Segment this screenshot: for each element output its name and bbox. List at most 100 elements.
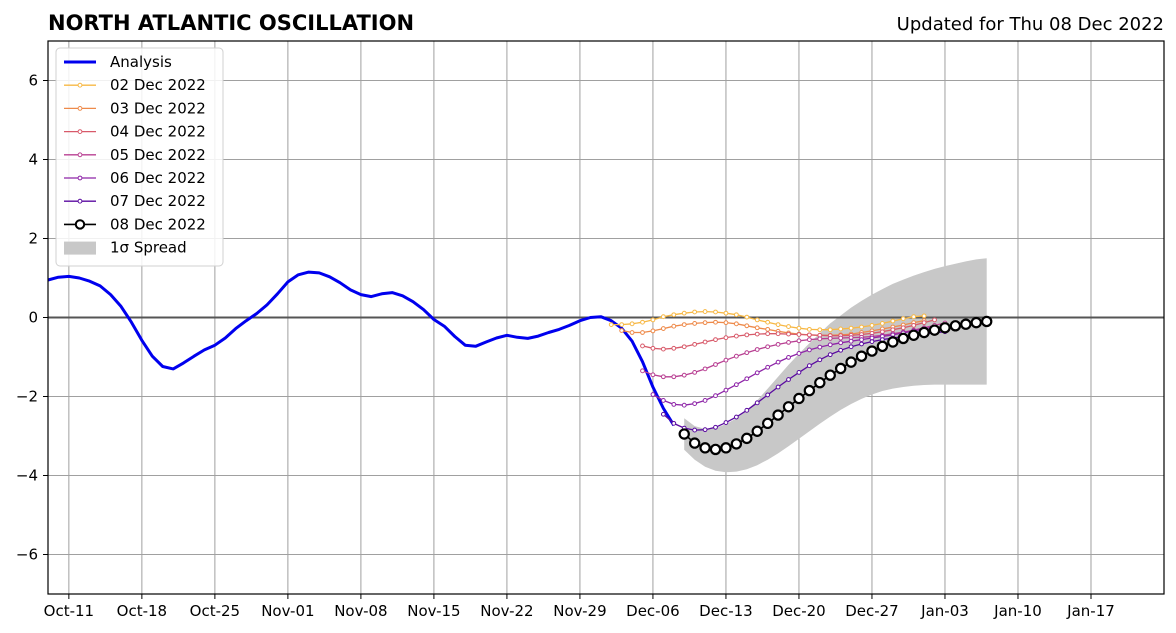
forecast-point xyxy=(744,332,750,338)
forecast-point xyxy=(650,372,656,378)
forecast-point xyxy=(681,310,687,316)
forecast-point-large xyxy=(949,320,962,332)
forecast-point xyxy=(765,392,771,398)
forecast-point-large xyxy=(960,318,972,330)
forecast-point xyxy=(890,318,896,324)
forecast-point xyxy=(765,331,771,337)
forecast-point xyxy=(806,326,812,332)
forecast-point xyxy=(744,350,750,356)
forecast-point-large xyxy=(928,324,941,336)
legend-item: 06 Dec 2022 xyxy=(64,169,206,187)
legend-item: 02 Dec 2022 xyxy=(64,76,206,94)
legend-item: 05 Dec 2022 xyxy=(64,146,206,164)
x-tick-label: Oct-11 xyxy=(44,602,94,620)
forecast-point-large xyxy=(980,315,993,328)
forecast-point xyxy=(786,331,791,337)
forecast-point xyxy=(817,336,823,342)
forecast-point xyxy=(733,333,739,339)
legend-item: 04 Dec 2022 xyxy=(64,123,206,141)
forecast-point-large xyxy=(876,340,889,353)
forecast-point-large xyxy=(803,384,816,397)
legend-label: 06 Dec 2022 xyxy=(110,169,206,187)
forecast-point xyxy=(890,327,896,333)
forecast-point xyxy=(713,362,718,367)
forecast-point xyxy=(640,368,645,374)
chart-subtitle: Updated for Thu 08 Dec 2022 xyxy=(897,14,1164,35)
series-analysis xyxy=(47,270,676,427)
forecast-point xyxy=(650,345,656,351)
forecast-point xyxy=(671,312,677,318)
forecast-point xyxy=(806,332,812,338)
y-tick-label: −2 xyxy=(16,388,38,406)
forecast-point-large xyxy=(772,409,784,421)
y-tick-label: −4 xyxy=(16,467,38,485)
forecast-point xyxy=(806,347,812,353)
x-tick-label: Nov-08 xyxy=(334,602,387,620)
forecast-point-large xyxy=(907,329,920,341)
x-tick-label: Dec-27 xyxy=(845,602,899,620)
forecast-point-large xyxy=(688,437,701,449)
forecast-point xyxy=(681,344,687,350)
forecast-point xyxy=(775,341,781,347)
plot-area: Oct-11 Oct-18 Oct-25 Nov-01 Nov-08 Nov-15 Nov-… xyxy=(16,40,1165,620)
forecast-point xyxy=(692,309,698,315)
forecast-point-large xyxy=(699,442,711,454)
legend-label: 1σ Spread xyxy=(110,239,187,257)
forecast-point xyxy=(650,328,656,334)
forecast-point xyxy=(869,339,875,344)
legend-label: 08 Dec 2022 xyxy=(110,215,206,233)
forecast-point xyxy=(796,338,802,344)
forecast-point xyxy=(713,309,718,315)
forecast-point xyxy=(660,326,666,331)
forecast-point xyxy=(702,309,708,314)
forecast-point xyxy=(786,377,791,382)
x-tick-label: Jan-03 xyxy=(920,602,969,620)
x-tick-label: Dec-20 xyxy=(772,602,826,620)
forecast-point xyxy=(838,347,844,353)
forecast-point xyxy=(608,322,614,328)
forecast-point xyxy=(660,411,666,417)
forecast-point-large xyxy=(824,369,836,381)
forecast-point xyxy=(723,320,729,326)
chart-title: NORTH ATLANTIC OSCILLATION xyxy=(48,11,414,35)
legend-label: Analysis xyxy=(110,53,172,71)
y-tick-label: 4 xyxy=(28,151,38,169)
forecast-point xyxy=(786,339,791,345)
series-forecast-1 xyxy=(608,309,927,333)
forecast-point xyxy=(629,330,635,335)
forecast-point xyxy=(713,337,718,343)
forecast-point xyxy=(660,398,666,403)
forecast-point xyxy=(650,392,656,397)
forecast-point-large xyxy=(814,376,826,389)
forecast-point xyxy=(733,312,739,318)
forecast-point xyxy=(900,325,906,331)
forecast-point xyxy=(671,402,677,407)
forecast-point xyxy=(911,314,917,320)
forecast-point xyxy=(692,321,698,326)
x-tick-label: Jan-17 xyxy=(1066,602,1115,620)
forecast-point-large xyxy=(845,356,857,368)
forecast-point xyxy=(869,323,875,328)
forecast-point xyxy=(827,352,833,358)
forecast-point xyxy=(754,331,760,337)
analysis-line xyxy=(47,270,676,427)
y-tick-label: 0 xyxy=(28,309,38,327)
series-forecast-5 xyxy=(650,324,937,408)
forecast-line xyxy=(652,326,935,406)
forecast-point xyxy=(806,337,812,343)
forecast-point xyxy=(702,366,708,372)
forecast-point xyxy=(671,323,677,329)
forecast-point xyxy=(765,319,771,325)
forecast-point-large xyxy=(720,442,732,454)
forecast-point xyxy=(702,339,708,345)
spread-band xyxy=(684,258,987,473)
forecast-point xyxy=(640,343,645,349)
x-tick-label: Nov-15 xyxy=(407,602,460,620)
forecast-point xyxy=(827,336,833,341)
forecast-point xyxy=(848,325,854,331)
forecast-point xyxy=(796,332,802,337)
x-tick-label: Nov-01 xyxy=(261,602,314,620)
forecast-point xyxy=(713,319,718,325)
forecast-point xyxy=(744,323,750,329)
